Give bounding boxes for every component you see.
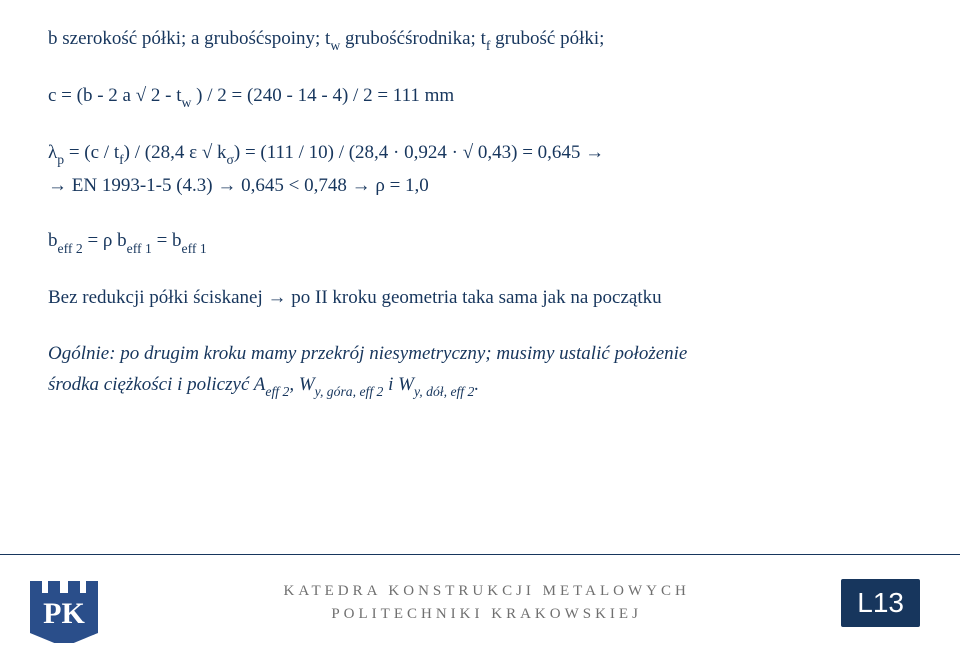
- document-body: b szerokość półki; a grubośćspoiny; tw g…: [0, 0, 960, 401]
- subscript: y, góra, eff 2: [315, 384, 384, 399]
- text: grubośćśrodnika; t: [340, 28, 486, 49]
- subscript: eff 2: [265, 384, 289, 399]
- line-general-note: Ogólnie: po drugim kroku mamy przekrój n…: [48, 339, 912, 368]
- subscript: eff 1: [182, 241, 207, 256]
- text: ) / 2 = (240 - 14 - 4) / 2 = 111 mm: [191, 85, 454, 106]
- logo-svg: PK: [20, 563, 108, 643]
- subscript: p: [57, 152, 64, 167]
- text: = (c / t: [64, 142, 119, 163]
- dept-line-1: KATEDRA KONSTRUKCJI METALOWYCH: [132, 580, 841, 603]
- text: → EN 1993-1-5 (4.3) → 0,645 < 0,748 → ρ …: [48, 175, 429, 196]
- svg-text:PK: PK: [43, 597, 85, 630]
- text: grubość półki;: [490, 28, 604, 49]
- subscript: w: [182, 95, 192, 110]
- text: λ: [48, 142, 57, 163]
- dept-line-2: POLITECHNIKI KRAKOWSKIEJ: [132, 603, 841, 626]
- line-general-note-2: środka ciężkości i policzyć Aeff 2, Wy, …: [48, 370, 912, 401]
- text: środka ciężkości i policzyć A: [48, 374, 265, 395]
- text: = b: [152, 230, 182, 251]
- text: i W: [383, 374, 414, 395]
- page-footer: PK KATEDRA KONSTRUKCJI METALOWYCH POLITE…: [0, 554, 960, 650]
- text: c = (b - 2 a √ 2 - t: [48, 85, 182, 106]
- subscript: f: [119, 152, 124, 167]
- text: = ρ b: [83, 230, 127, 251]
- line-no-reduction: Bez redukcji półki ściskanej → po II kro…: [48, 283, 912, 312]
- line-definitions: b szerokość półki; a grubośćspoiny; tw g…: [48, 24, 912, 55]
- subscript: w: [330, 38, 340, 53]
- subscript: f: [486, 38, 491, 53]
- text: ) = (111 / 10) / (28,4 · 0,924 · √ 0,43)…: [234, 142, 604, 163]
- department-name: KATEDRA KONSTRUKCJI METALOWYCH POLITECHN…: [132, 580, 841, 625]
- line-lambda: λp = (c / tf) / (28,4 ε √ kσ) = (111 / 1…: [48, 138, 912, 169]
- text: Bez redukcji półki ściskanej → po II kro…: [48, 287, 662, 308]
- text: , W: [289, 374, 314, 395]
- subscript: eff 2: [58, 241, 83, 256]
- text: b: [48, 230, 58, 251]
- subscript: σ: [227, 152, 234, 167]
- university-logo: PK: [20, 563, 108, 643]
- line-c-equation: c = (b - 2 a √ 2 - tw ) / 2 = (240 - 14 …: [48, 81, 912, 112]
- text: .: [474, 374, 479, 395]
- text: Ogólnie: po drugim kroku mamy przekrój n…: [48, 343, 687, 364]
- line-en-ref: → EN 1993-1-5 (4.3) → 0,645 < 0,748 → ρ …: [48, 171, 912, 200]
- line-beff: beff 2 = ρ beff 1 = beff 1: [48, 226, 912, 257]
- subscript: y, dół, eff 2: [414, 384, 474, 399]
- text: b szerokość półki; a grubośćspoiny; t: [48, 28, 330, 49]
- subscript: eff 1: [127, 241, 152, 256]
- page-number: L13: [841, 579, 920, 627]
- text: ) / (28,4 ε √ k: [124, 142, 227, 163]
